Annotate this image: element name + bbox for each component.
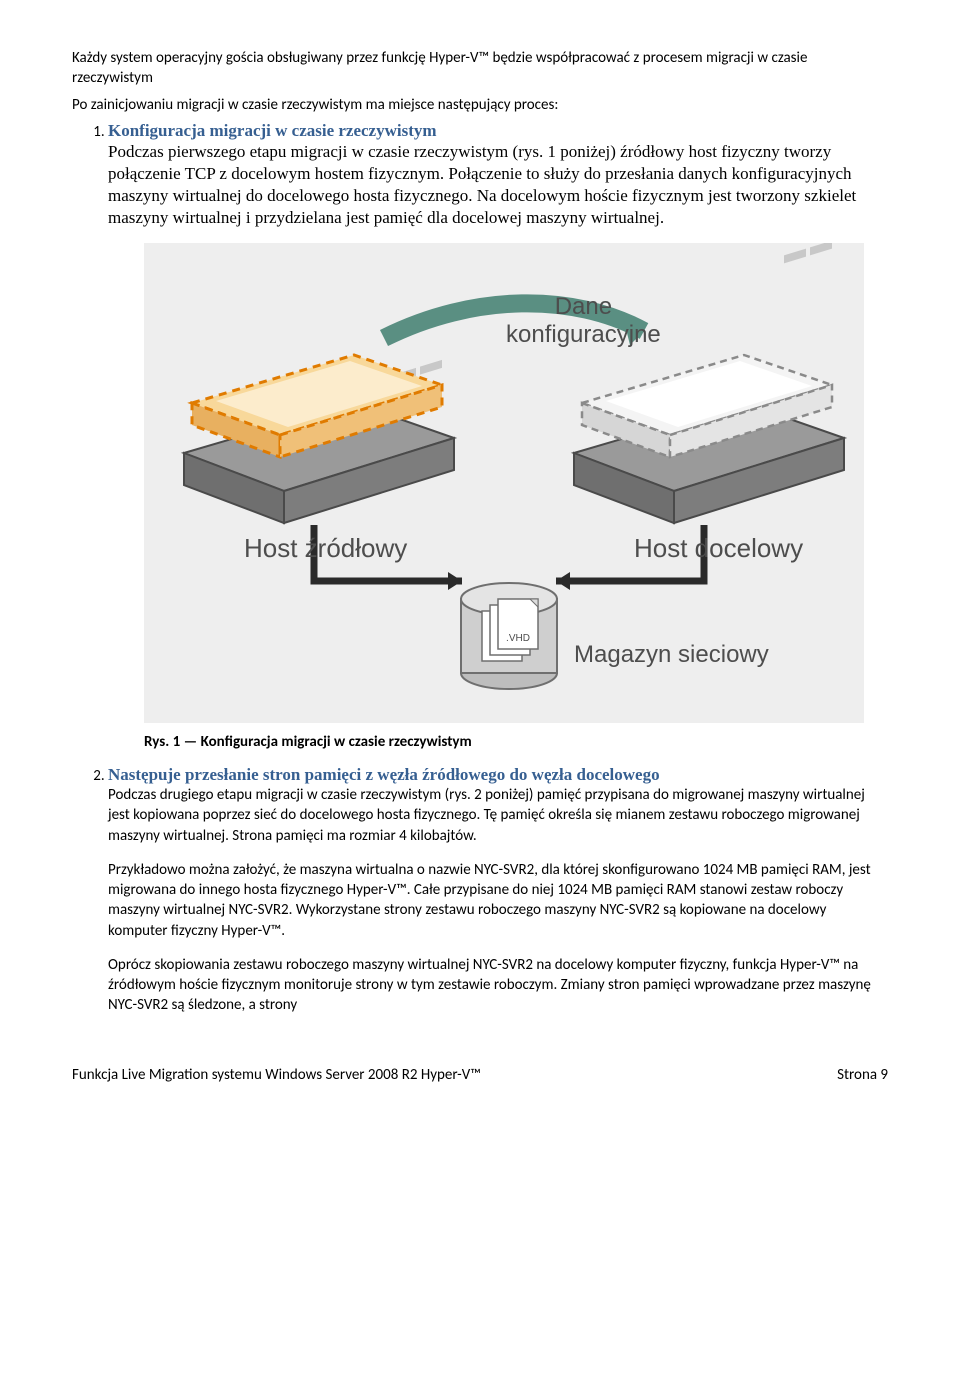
step-1-title: Konfiguracja migracji w czasie rzeczywis… [108,121,437,140]
page-footer: Funkcja Live Migration systemu Windows S… [0,1046,960,1108]
intro-paragraph-1: Każdy system operacyjny gościa obsługiwa… [72,48,888,89]
vhd-label: .VHD [506,633,530,644]
figure-1-wrap: .VHD Dane konfiguracyjne Host źródłowy H… [144,243,888,723]
intro-paragraph-2: Po zainicjowaniu migracji w czasie rzecz… [72,95,888,115]
step-2: Następuje przesłanie stron pamięci z węz… [108,765,888,1016]
steps-list: Konfiguracja migracji w czasie rzeczywis… [72,121,888,1016]
label-config-data-l1: Dane [506,293,661,321]
step-2-title: Następuje przesłanie stron pamięci z węz… [108,765,660,784]
step-1: Konfiguracja migracji w czasie rzeczywis… [108,121,888,751]
step-2-body: Podczas drugiego etapu migracji w czasie… [108,785,888,1016]
figure-1-caption: Rys. 1 — Konfiguracja migracji w czasie … [144,733,888,751]
label-host-dst: Host docelowy [634,533,803,564]
step-2-p2: Przykładowo można założyć, że maszyna wi… [108,860,888,941]
step-1-body: Podczas pierwszego etapu migracji w czas… [108,141,888,229]
step-2-p1: Podczas drugiego etapu migracji w czasie… [108,785,888,846]
footer-left: Funkcja Live Migration systemu Windows S… [72,1066,481,1084]
footer-right: Strona 9 [837,1066,888,1084]
step-2-p3: Oprócz skopiowania zestawu roboczego mas… [108,955,888,1016]
page-body: Każdy system operacyjny gościa obsługiwa… [0,0,960,1046]
storage-drum: .VHD [461,583,557,689]
label-config-data: Dane konfiguracyjne [506,293,661,348]
label-storage: Magazyn sieciowy [574,641,769,669]
label-host-src: Host źródłowy [244,533,407,564]
vhd-doc-icon: .VHD [482,599,538,661]
label-config-data-l2: konfiguracyjne [506,321,661,349]
